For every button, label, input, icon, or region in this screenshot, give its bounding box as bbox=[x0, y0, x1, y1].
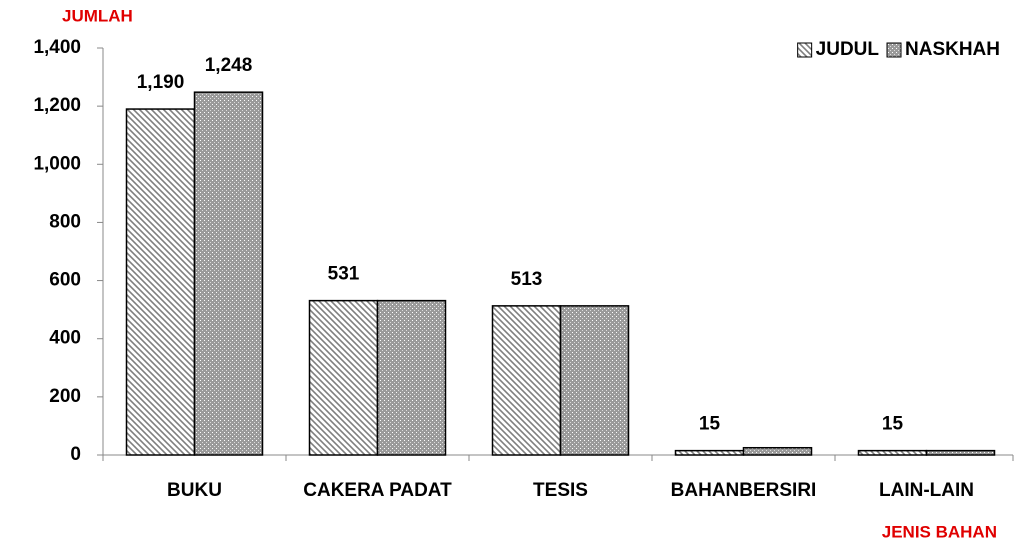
data-label: 531 bbox=[328, 264, 360, 285]
bar bbox=[125, 108, 196, 456]
y-tick-label: 1,000 bbox=[33, 153, 81, 174]
bar bbox=[193, 91, 264, 456]
bar bbox=[857, 449, 928, 456]
x-tick-label: LAIN-LAIN bbox=[879, 480, 974, 501]
x-tick-label: BAHANBERSIRI bbox=[671, 480, 817, 501]
data-label: 513 bbox=[511, 269, 543, 290]
y-tick-label: 800 bbox=[49, 211, 81, 232]
x-tick-label: CAKERA PADAT bbox=[303, 480, 452, 501]
y-tick-label: 1,400 bbox=[33, 37, 81, 58]
x-tick-label: BUKU bbox=[167, 480, 222, 501]
x-axis-title: JENIS BAHAN bbox=[882, 522, 997, 541]
legend-swatch bbox=[797, 42, 813, 58]
legend-label: NASKHAH bbox=[905, 39, 1000, 60]
bar bbox=[674, 449, 745, 456]
data-label: 1,248 bbox=[205, 55, 253, 76]
y-tick-label: 600 bbox=[49, 270, 81, 291]
bar bbox=[559, 305, 630, 456]
y-tick-label: 0 bbox=[70, 444, 81, 465]
y-tick-label: 400 bbox=[49, 328, 81, 349]
data-label: 1,190 bbox=[137, 72, 185, 93]
bar bbox=[491, 305, 562, 456]
y-tick-label: 200 bbox=[49, 386, 81, 407]
x-tick-label: TESIS bbox=[533, 480, 588, 501]
legend-label: JUDUL bbox=[816, 39, 880, 60]
y-axis-title: JUMLAH bbox=[62, 6, 133, 25]
y-tick-label: 1,200 bbox=[33, 95, 81, 116]
bar bbox=[376, 299, 447, 456]
bar bbox=[308, 299, 379, 456]
legend-swatch bbox=[886, 42, 902, 58]
data-label: 15 bbox=[882, 414, 904, 435]
data-label: 15 bbox=[699, 414, 721, 435]
bar bbox=[925, 449, 996, 456]
bar bbox=[742, 446, 813, 456]
